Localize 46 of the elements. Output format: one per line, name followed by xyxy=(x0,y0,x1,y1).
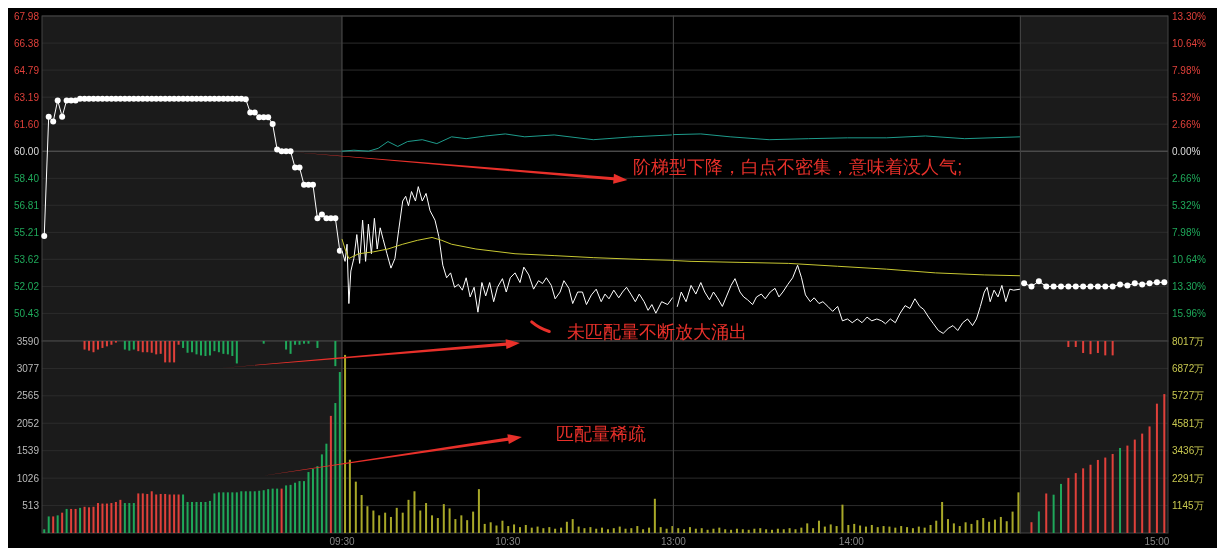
y-tick-label: 7.98% xyxy=(1172,64,1201,76)
x-tick-label: 15:00 xyxy=(1144,536,1170,547)
y2-tick-label: 1145万 xyxy=(1172,500,1204,512)
y-tick-label: 7.98% xyxy=(1172,226,1201,238)
y-tick-label: 3077 xyxy=(16,362,40,374)
y-tick-label: 67.98 xyxy=(13,10,40,22)
y2-tick-label: 6872万 xyxy=(1172,362,1205,374)
y-tick-label: 5.32% xyxy=(1172,199,1201,211)
y-tick-label: 3590 xyxy=(16,335,40,347)
y-tick-label: 66.38 xyxy=(13,37,40,49)
y-tick-label: 13.30% xyxy=(1172,280,1207,292)
y-tick-label: 13.30% xyxy=(1172,10,1207,22)
y-tick-label: 58.40 xyxy=(13,172,40,184)
y-tick-label: 0.00% xyxy=(1172,145,1201,157)
y-tick-label: 55.21 xyxy=(13,226,40,238)
y-tick-label: 5.32% xyxy=(1172,91,1201,103)
y-tick-label: 1026 xyxy=(16,472,40,484)
y-tick-label: 1539 xyxy=(16,445,40,457)
y2-tick-label: 4581万 xyxy=(1172,417,1205,429)
y-tick-label: 60.00 xyxy=(13,145,40,157)
x-tick-label: 13:00 xyxy=(660,536,687,547)
y2-tick-label: 3436万 xyxy=(1172,445,1205,457)
y-tick-label: 56.81 xyxy=(13,199,40,211)
y-tick-label: 64.79 xyxy=(13,64,40,76)
y-tick-label: 50.43 xyxy=(13,307,40,319)
y-tick-label: 53.62 xyxy=(13,253,40,265)
y-tick-label: 2052 xyxy=(16,417,40,429)
annotation: 阶梯型下降，白点不密集，意味着没人气; xyxy=(633,157,963,178)
y-tick-label: 2.66% xyxy=(1172,172,1201,184)
y-tick-label: 15.96% xyxy=(1172,307,1207,319)
annotation: 未匹配量不断放大涌出 xyxy=(566,322,747,343)
y-tick-label: 61.60 xyxy=(13,118,40,130)
y2-tick-label: 5727万 xyxy=(1172,390,1205,402)
y-tick-label: 2.66% xyxy=(1172,118,1201,130)
y-tick-label: 52.02 xyxy=(13,280,40,292)
annotation: 匹配量稀疏 xyxy=(556,423,647,444)
y-tick-label: 2565 xyxy=(16,390,40,402)
y2-tick-label: 8017万 xyxy=(1172,335,1205,347)
x-tick-label: 09:30 xyxy=(329,536,356,547)
y2-tick-label: 2291万 xyxy=(1172,472,1205,484)
y-tick-label: 10.64% xyxy=(1172,253,1207,265)
x-tick-label: 14:00 xyxy=(838,536,865,547)
y-tick-label: 513 xyxy=(22,500,40,512)
y-tick-label: 63.19 xyxy=(13,91,40,103)
y-tick-label: 10.64% xyxy=(1172,37,1207,49)
x-tick-label: 10:30 xyxy=(495,536,521,547)
